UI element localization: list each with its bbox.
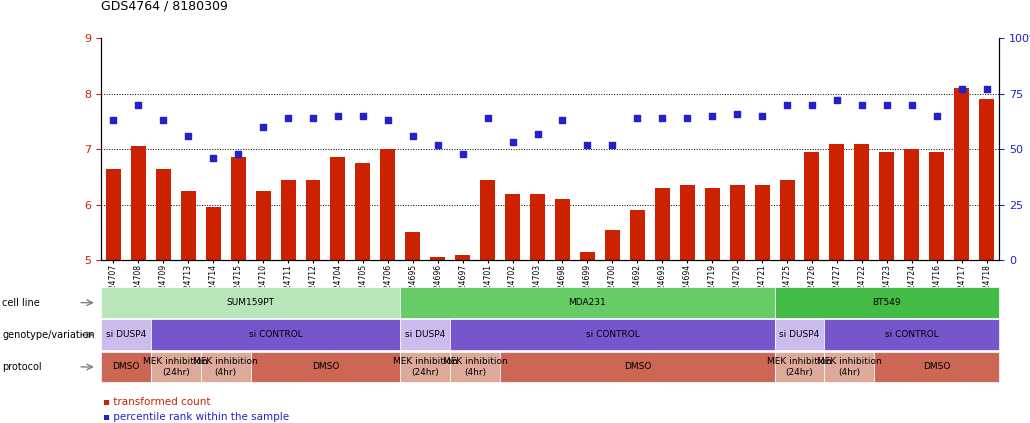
Bar [255,191,271,260]
Bar [406,232,420,260]
Text: ▪ percentile rank within the sample: ▪ percentile rank within the sample [103,412,289,422]
Text: MEK inhibition
(4hr): MEK inhibition (4hr) [817,357,882,376]
Text: MEK inhibition
(24hr): MEK inhibition (24hr) [143,357,208,376]
Bar [829,143,845,260]
Bar [181,191,196,260]
Bar [555,199,570,260]
Point [554,117,571,124]
Text: DMSO: DMSO [923,363,951,371]
Point [280,115,297,121]
Text: si DUSP4: si DUSP4 [780,330,820,339]
Point [430,141,446,148]
Bar [530,194,545,260]
Point [729,110,746,117]
Point [380,117,397,124]
Point [978,86,995,93]
Text: MDA231: MDA231 [569,298,607,307]
Point [754,113,770,119]
Text: GDS4764 / 8180309: GDS4764 / 8180309 [101,0,228,13]
Point [903,102,920,108]
Point [629,115,646,121]
Point [829,97,846,104]
Point [779,102,795,108]
Point [654,115,671,121]
Text: si DUSP4: si DUSP4 [405,330,445,339]
Bar [880,152,894,260]
Point [954,86,970,93]
Point [354,113,371,119]
Text: si CONTROL: si CONTROL [885,330,938,339]
Text: ▪ transformed count: ▪ transformed count [103,397,210,407]
Text: DMSO: DMSO [312,363,339,371]
Bar [780,180,794,260]
Text: cell line: cell line [2,298,40,308]
Bar [505,194,520,260]
Bar [131,146,146,260]
Bar [680,185,694,260]
Point [579,141,595,148]
Text: MEK inhibition
(4hr): MEK inhibition (4hr) [443,357,508,376]
Point [928,113,945,119]
Bar [705,188,720,260]
Point [305,115,321,121]
Bar [156,168,171,260]
Point [479,115,495,121]
Point [803,102,820,108]
Bar [630,210,645,260]
Point [205,155,221,162]
Point [529,130,546,137]
Bar [331,157,345,260]
Point [254,124,271,130]
Text: SUM159PT: SUM159PT [227,298,275,307]
Bar [855,143,869,260]
Bar [480,180,495,260]
Bar [455,255,470,260]
Point [180,132,197,139]
Point [505,139,521,146]
Bar [355,163,371,260]
Text: si CONTROL: si CONTROL [585,330,640,339]
Bar [231,157,245,260]
Text: DMSO: DMSO [112,363,140,371]
Bar [904,149,919,260]
Point [605,141,621,148]
Point [703,113,720,119]
Text: si DUSP4: si DUSP4 [106,330,146,339]
Bar [580,252,595,260]
Bar [605,230,620,260]
Bar [206,207,220,260]
Point [130,102,146,108]
Point [854,102,870,108]
Point [679,115,695,121]
Bar [380,149,396,260]
Point [405,132,421,139]
Text: MEK inhibition
(24hr): MEK inhibition (24hr) [392,357,457,376]
Bar [106,168,121,260]
Bar [306,180,320,260]
Text: protocol: protocol [2,362,41,372]
Bar [280,180,296,260]
Bar [929,152,945,260]
Point [156,117,172,124]
Text: MEK inhibition
(4hr): MEK inhibition (4hr) [194,357,259,376]
Bar [729,185,745,260]
Text: genotype/variation: genotype/variation [2,330,95,340]
Point [330,113,346,119]
Text: BT549: BT549 [872,298,901,307]
Point [105,117,122,124]
Bar [431,257,445,260]
Point [230,150,246,157]
Bar [755,185,769,260]
Bar [954,88,969,260]
Bar [804,152,820,260]
Text: MEK inhibition
(24hr): MEK inhibition (24hr) [767,357,832,376]
Point [454,150,471,157]
Text: DMSO: DMSO [623,363,651,371]
Bar [655,188,670,260]
Point [879,102,895,108]
Text: si CONTROL: si CONTROL [248,330,303,339]
Bar [980,99,994,260]
